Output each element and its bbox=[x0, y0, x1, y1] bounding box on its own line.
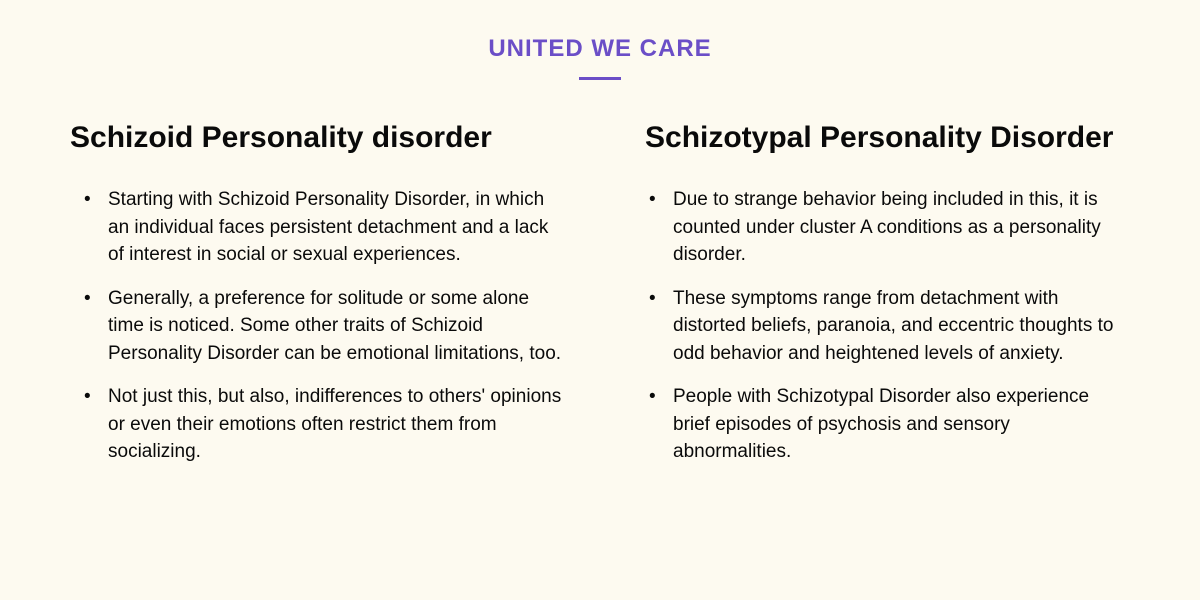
brand-title: UNITED WE CARE bbox=[50, 35, 1150, 63]
list-item: Due to strange behavior being included i… bbox=[665, 186, 1130, 269]
right-bullet-list: Due to strange behavior being included i… bbox=[635, 186, 1130, 466]
list-item: People with Schizotypal Disorder also ex… bbox=[665, 383, 1130, 466]
list-item: Not just this, but also, indifferences t… bbox=[100, 383, 565, 466]
header-divider bbox=[579, 77, 621, 80]
list-item: Starting with Schizoid Personality Disor… bbox=[100, 186, 565, 269]
page-header: UNITED WE CARE bbox=[50, 35, 1150, 80]
list-item: Generally, a preference for solitude or … bbox=[100, 285, 565, 368]
right-column: Schizotypal Personality Disorder Due to … bbox=[635, 120, 1130, 482]
left-column: Schizoid Personality disorder Starting w… bbox=[70, 120, 565, 482]
columns-container: Schizoid Personality disorder Starting w… bbox=[50, 120, 1150, 482]
list-item: These symptoms range from detachment wit… bbox=[665, 285, 1130, 368]
left-bullet-list: Starting with Schizoid Personality Disor… bbox=[70, 186, 565, 466]
right-column-heading: Schizotypal Personality Disorder bbox=[635, 120, 1130, 156]
left-column-heading: Schizoid Personality disorder bbox=[70, 120, 565, 156]
